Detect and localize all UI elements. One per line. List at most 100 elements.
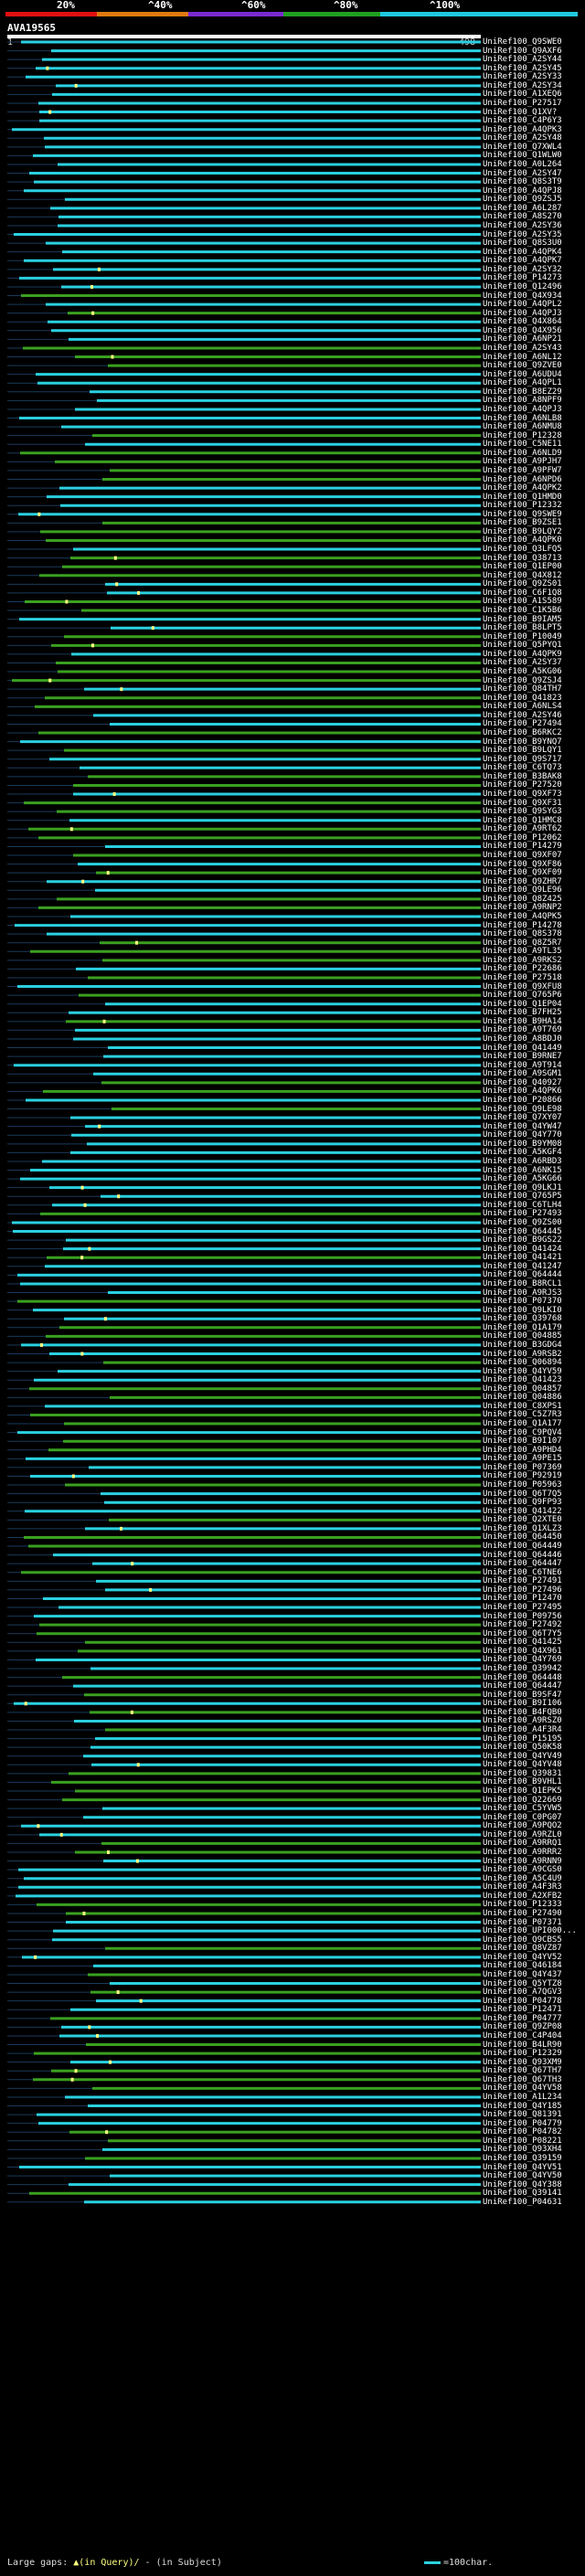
hit-label[interactable]: UniRef100_Q9SWE9 <box>483 509 562 519</box>
hit-label[interactable]: UniRef100_B3BAK8 <box>483 771 562 781</box>
hit-label[interactable]: UniRef100_B9LQY2 <box>483 526 562 536</box>
hit-label[interactable]: UniRef100_Q84TH7 <box>483 684 562 694</box>
hit-label[interactable]: UniRef100_P12329 <box>483 2049 562 2059</box>
hit-label[interactable]: UniRef100_Q04857 <box>483 1383 562 1394</box>
hit-label[interactable]: UniRef100_A4QPK7 <box>483 256 562 266</box>
hit-label[interactable]: UniRef100_P27518 <box>483 972 562 982</box>
hit-label[interactable]: UniRef100_Q9XF73 <box>483 790 562 800</box>
hit-label[interactable]: UniRef100_B4FQB0 <box>483 1707 562 1717</box>
hit-label[interactable]: UniRef100_Q2XTE0 <box>483 1515 562 1525</box>
hit-label[interactable]: UniRef100_Q765P5 <box>483 1192 562 1202</box>
hit-label[interactable]: UniRef100_Q4YV59 <box>483 1366 562 1376</box>
hit-label[interactable]: UniRef100_B9VHL1 <box>483 1777 562 1787</box>
hit-label[interactable]: UniRef100_Q1A177 <box>483 1419 562 1429</box>
hit-label[interactable]: UniRef100_C9PQV4 <box>483 1427 562 1437</box>
hit-label[interactable]: UniRef100_Q4Y388 <box>483 2179 562 2189</box>
hit-label[interactable]: UniRef100_A9RT62 <box>483 824 562 834</box>
hit-label[interactable]: UniRef100_P12470 <box>483 1594 562 1604</box>
hit-label[interactable]: UniRef100_Q06894 <box>483 1358 562 1368</box>
hit-label[interactable]: UniRef100_Q4YV51 <box>483 2162 562 2172</box>
hit-label[interactable]: UniRef100_B6RKC2 <box>483 728 562 738</box>
hit-label[interactable]: UniRef100_P09756 <box>483 1611 562 1621</box>
hit-label[interactable]: UniRef100_Q4Y770 <box>483 1130 562 1140</box>
hit-label[interactable]: UniRef100_C5NE11 <box>483 440 562 450</box>
hit-label[interactable]: UniRef100_Q4YV50 <box>483 2171 562 2181</box>
hit-label[interactable]: UniRef100_Q4YW47 <box>483 1121 562 1131</box>
hit-label[interactable]: UniRef100_Q9LE96 <box>483 885 562 896</box>
hit-label[interactable]: UniRef100_A8BDJ0 <box>483 1034 562 1044</box>
hit-label[interactable]: UniRef100_A9RZL0 <box>483 1829 562 1839</box>
hit-label[interactable]: UniRef100_A4F3R4 <box>483 1725 562 1734</box>
hit-label[interactable]: UniRef100_B9GS22 <box>483 1235 562 1246</box>
hit-label[interactable]: UniRef100_P04778 <box>483 1996 562 2006</box>
hit-label[interactable]: UniRef100_A1XEQ6 <box>483 90 562 100</box>
hit-label[interactable]: UniRef100_A9RSZ0 <box>483 1716 562 1726</box>
hit-label[interactable]: UniRef100_Q41422 <box>483 1506 562 1516</box>
hit-label[interactable]: UniRef100_A2SY45 <box>483 63 562 73</box>
hit-label[interactable]: UniRef100_Q7XY07 <box>483 1113 562 1123</box>
hit-label[interactable]: UniRef100_Q9XF31 <box>483 798 562 808</box>
hit-label[interactable]: UniRef100_Q4YV58 <box>483 2083 562 2094</box>
hit-label[interactable]: UniRef100_P14278 <box>483 920 562 930</box>
hit-label[interactable]: UniRef100_Q64449 <box>483 1542 562 1552</box>
hit-label[interactable]: UniRef100_Q39942 <box>483 1664 562 1674</box>
hit-label[interactable]: UniRef100_A6NLS4 <box>483 702 562 712</box>
hit-label[interactable]: UniRef100_P27495 <box>483 1603 562 1613</box>
hit-label[interactable]: UniRef100_A9RNN9 <box>483 1856 562 1866</box>
hit-label[interactable]: UniRef100_P92919 <box>483 1471 562 1481</box>
hit-label[interactable]: UniRef100_Q4Y769 <box>483 1655 562 1665</box>
hit-label[interactable]: UniRef100_A5KG06 <box>483 667 562 677</box>
hit-label[interactable]: UniRef100_A8NPF9 <box>483 396 562 406</box>
hit-label[interactable]: UniRef100_C6F1Q8 <box>483 588 562 598</box>
hit-label[interactable]: UniRef100_Q8S3T9 <box>483 177 562 187</box>
hit-label[interactable]: UniRef100_A4QPJ3 <box>483 308 562 318</box>
hit-label[interactable]: UniRef100_Q9FP93 <box>483 1498 562 1508</box>
hit-label[interactable]: UniRef100_Q9ZHR7 <box>483 876 562 886</box>
hit-label[interactable]: UniRef100_B8LPT5 <box>483 623 562 633</box>
hit-label[interactable]: UniRef100_Q9ZS00 <box>483 1217 562 1227</box>
hit-label[interactable]: UniRef100_A9RSB2 <box>483 1349 562 1359</box>
hit-label[interactable]: UniRef100_B3GDG4 <box>483 1340 562 1350</box>
hit-label[interactable]: UniRef100_P27491 <box>483 1576 562 1586</box>
hit-label[interactable]: UniRef100_Q9LE98 <box>483 1104 562 1114</box>
hit-label[interactable]: UniRef100_Q5YTZ8 <box>483 1978 562 1988</box>
hit-label[interactable]: UniRef100_B9YNQ7 <box>483 737 562 747</box>
hit-label[interactable]: UniRef100_Q9AXF6 <box>483 46 562 56</box>
hit-label[interactable]: UniRef100_A4QPK3 <box>483 124 562 134</box>
hit-label[interactable]: UniRef100_A4QPK2 <box>483 483 562 493</box>
hit-label[interactable]: UniRef100_B9IAM5 <box>483 614 562 624</box>
hit-label[interactable]: UniRef100_B9RNE7 <box>483 1052 562 1062</box>
hit-label[interactable]: UniRef100_P14273 <box>483 273 562 283</box>
hit-label[interactable]: UniRef100_B8EZ29 <box>483 387 562 397</box>
hit-label[interactable]: UniRef100_B9I107 <box>483 1436 562 1447</box>
hit-label[interactable]: UniRef100_P27492 <box>483 1620 562 1630</box>
hit-label[interactable]: UniRef100_P20866 <box>483 1095 562 1105</box>
hit-label[interactable]: UniRef100_P27490 <box>483 1908 562 1918</box>
hit-label[interactable]: UniRef100_Q41823 <box>483 693 562 703</box>
hit-label[interactable]: UniRef100_Q41423 <box>483 1375 562 1385</box>
hit-label[interactable]: UniRef100_A4QPK9 <box>483 649 562 659</box>
hit-label[interactable]: UniRef100_Q64447 <box>483 1681 562 1691</box>
hit-label[interactable]: UniRef100_Q6T7Q5 <box>483 1489 562 1499</box>
hit-label[interactable]: UniRef100_P08221 <box>483 2136 562 2146</box>
hit-label[interactable]: UniRef100_A9RJS3 <box>483 1288 562 1298</box>
hit-label[interactable]: UniRef100_Q67TH3 <box>483 2074 562 2084</box>
hit-label[interactable]: UniRef100_Q50K58 <box>483 1743 562 1753</box>
hit-label[interactable]: UniRef100_A9T914 <box>483 1060 562 1070</box>
hit-label[interactable]: UniRef100_Q41449 <box>483 1043 562 1053</box>
hit-label[interactable]: UniRef100_A2SY44 <box>483 55 562 65</box>
hit-label[interactable]: UniRef100_Q4YV48 <box>483 1760 562 1770</box>
hit-label[interactable]: UniRef100_P12062 <box>483 832 562 843</box>
hit-label[interactable]: UniRef100_A9RRQ1 <box>483 1839 562 1849</box>
hit-label[interactable]: UniRef100_P04631 <box>483 2197 562 2207</box>
hit-label[interactable]: UniRef100_C6TNE6 <box>483 1567 562 1577</box>
hit-label[interactable]: UniRef100_C0PG07 <box>483 1812 562 1822</box>
hit-label[interactable]: UniRef100_Q5PYQ1 <box>483 641 562 651</box>
hit-label[interactable]: UniRef100_Q8Z5R7 <box>483 938 562 948</box>
hit-label[interactable]: UniRef100_Q81391 <box>483 2110 562 2120</box>
hit-label[interactable]: UniRef100_A6NLB8 <box>483 413 562 423</box>
hit-label[interactable]: UniRef100_A6NMU8 <box>483 422 562 432</box>
hit-label[interactable]: UniRef100_Q4X961 <box>483 1646 562 1656</box>
hit-label[interactable]: UniRef100_Q9LKJ1 <box>483 1182 562 1193</box>
hit-label[interactable]: UniRef100_A4F3R3 <box>483 1882 562 1892</box>
